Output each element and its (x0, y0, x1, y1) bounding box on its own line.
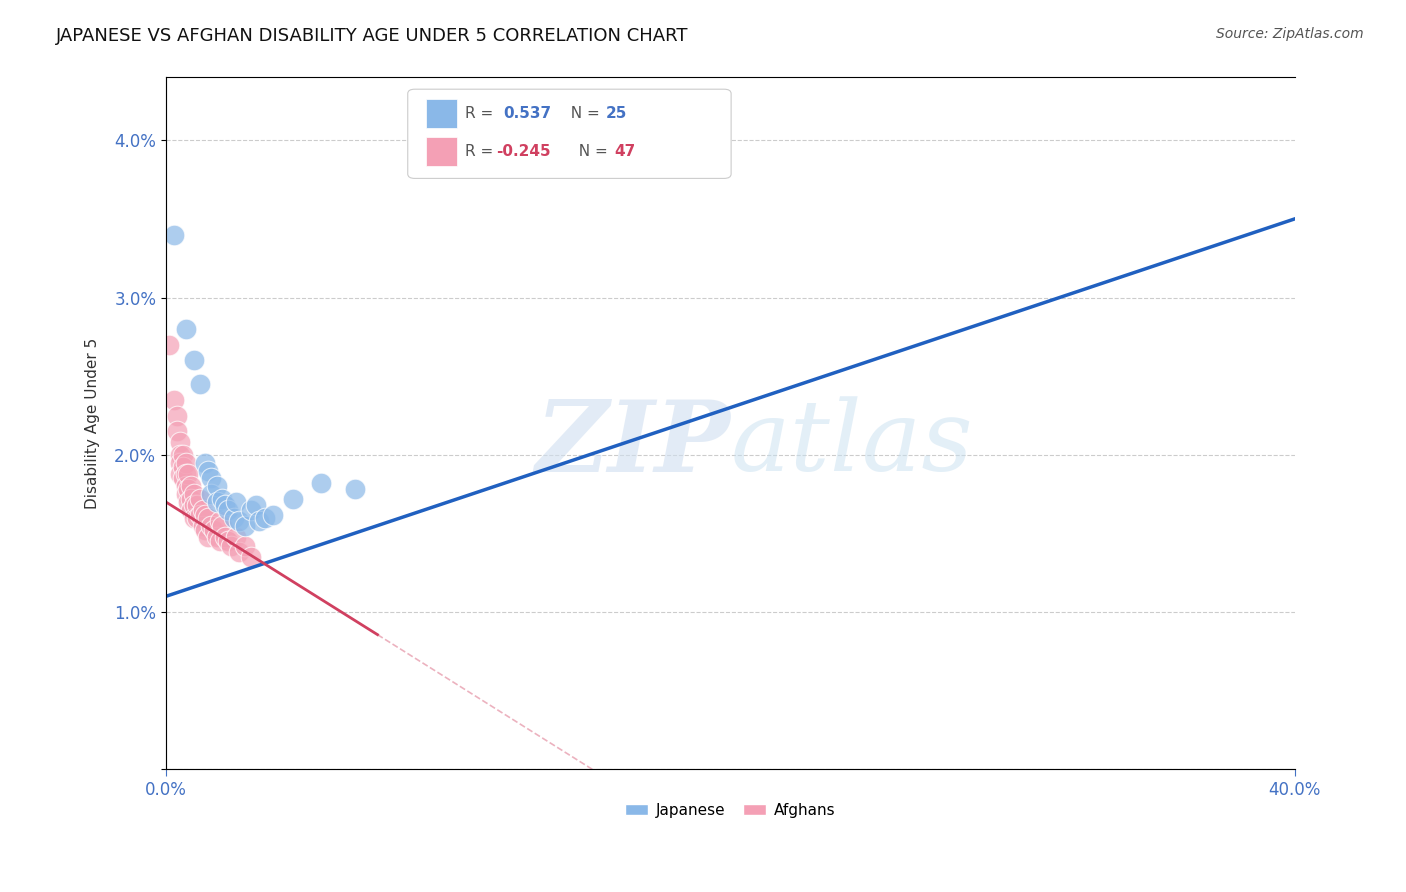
Point (202, 524, 225, 538)
Point (180, 479, 202, 493)
Point (197, 510, 219, 524)
Text: 0.537: 0.537 (503, 106, 551, 120)
Point (197, 464, 219, 478)
Point (166, 424, 188, 438)
Point (166, 409, 188, 423)
Point (174, 456, 197, 470)
Point (343, 483, 366, 497)
Point (174, 322, 197, 336)
Text: Source: ZipAtlas.com: Source: ZipAtlas.com (1216, 27, 1364, 41)
Point (174, 467, 197, 481)
Point (177, 467, 200, 481)
Point (188, 491, 211, 506)
Point (183, 510, 205, 524)
Point (183, 498, 205, 512)
Point (211, 491, 233, 506)
Point (169, 435, 191, 450)
Point (180, 491, 202, 506)
Point (239, 503, 262, 517)
Point (309, 476, 332, 491)
Point (233, 539, 256, 553)
Point (200, 471, 222, 485)
Point (186, 498, 208, 512)
Point (208, 514, 231, 528)
Point (174, 479, 197, 493)
Point (180, 503, 202, 517)
Point (205, 479, 228, 493)
Point (194, 508, 217, 522)
Point (188, 508, 211, 522)
Point (233, 518, 256, 533)
Point (239, 549, 262, 564)
Point (169, 448, 191, 462)
Point (225, 495, 247, 509)
Point (191, 518, 214, 533)
Point (214, 498, 236, 512)
Point (177, 483, 200, 497)
Text: -0.245: -0.245 (496, 145, 551, 159)
Legend: Japanese, Afghans: Japanese, Afghans (619, 797, 842, 824)
Point (177, 495, 200, 509)
Text: R =: R = (465, 145, 499, 159)
Point (169, 467, 191, 481)
Text: 47: 47 (614, 145, 636, 159)
Point (172, 471, 194, 485)
Point (281, 491, 304, 506)
Point (208, 534, 231, 549)
Point (247, 514, 270, 528)
Point (172, 448, 194, 462)
Text: JAPANESE VS AFGHAN DISABILITY AGE UNDER 5 CORRELATION CHART: JAPANESE VS AFGHAN DISABILITY AGE UNDER … (56, 27, 689, 45)
Point (228, 514, 250, 528)
Point (222, 510, 245, 524)
Point (205, 495, 228, 509)
Point (214, 530, 236, 544)
Point (217, 534, 239, 549)
Point (163, 392, 186, 407)
Point (188, 377, 211, 392)
Point (219, 539, 242, 553)
Point (172, 460, 194, 475)
Point (194, 524, 217, 538)
Point (200, 487, 222, 501)
Text: 25: 25 (606, 106, 627, 120)
Point (191, 503, 214, 517)
Text: R =: R = (465, 106, 503, 120)
Point (157, 337, 180, 351)
Text: atlas: atlas (730, 396, 973, 491)
Point (169, 456, 191, 470)
Point (174, 487, 197, 501)
Point (245, 498, 267, 512)
Point (225, 530, 247, 544)
Text: ZIP: ZIP (536, 396, 730, 492)
Point (262, 508, 284, 522)
Point (183, 353, 205, 368)
Point (194, 456, 217, 470)
Point (228, 545, 250, 559)
Point (197, 530, 219, 544)
Y-axis label: Disability Age Under 5: Disability Age Under 5 (86, 338, 100, 509)
Point (205, 530, 228, 544)
Text: N =: N = (569, 145, 613, 159)
Point (253, 510, 276, 524)
Point (200, 518, 222, 533)
Text: N =: N = (561, 106, 605, 120)
Point (183, 487, 205, 501)
Point (163, 227, 186, 242)
Point (217, 503, 239, 517)
Point (186, 510, 208, 524)
Point (211, 518, 233, 533)
